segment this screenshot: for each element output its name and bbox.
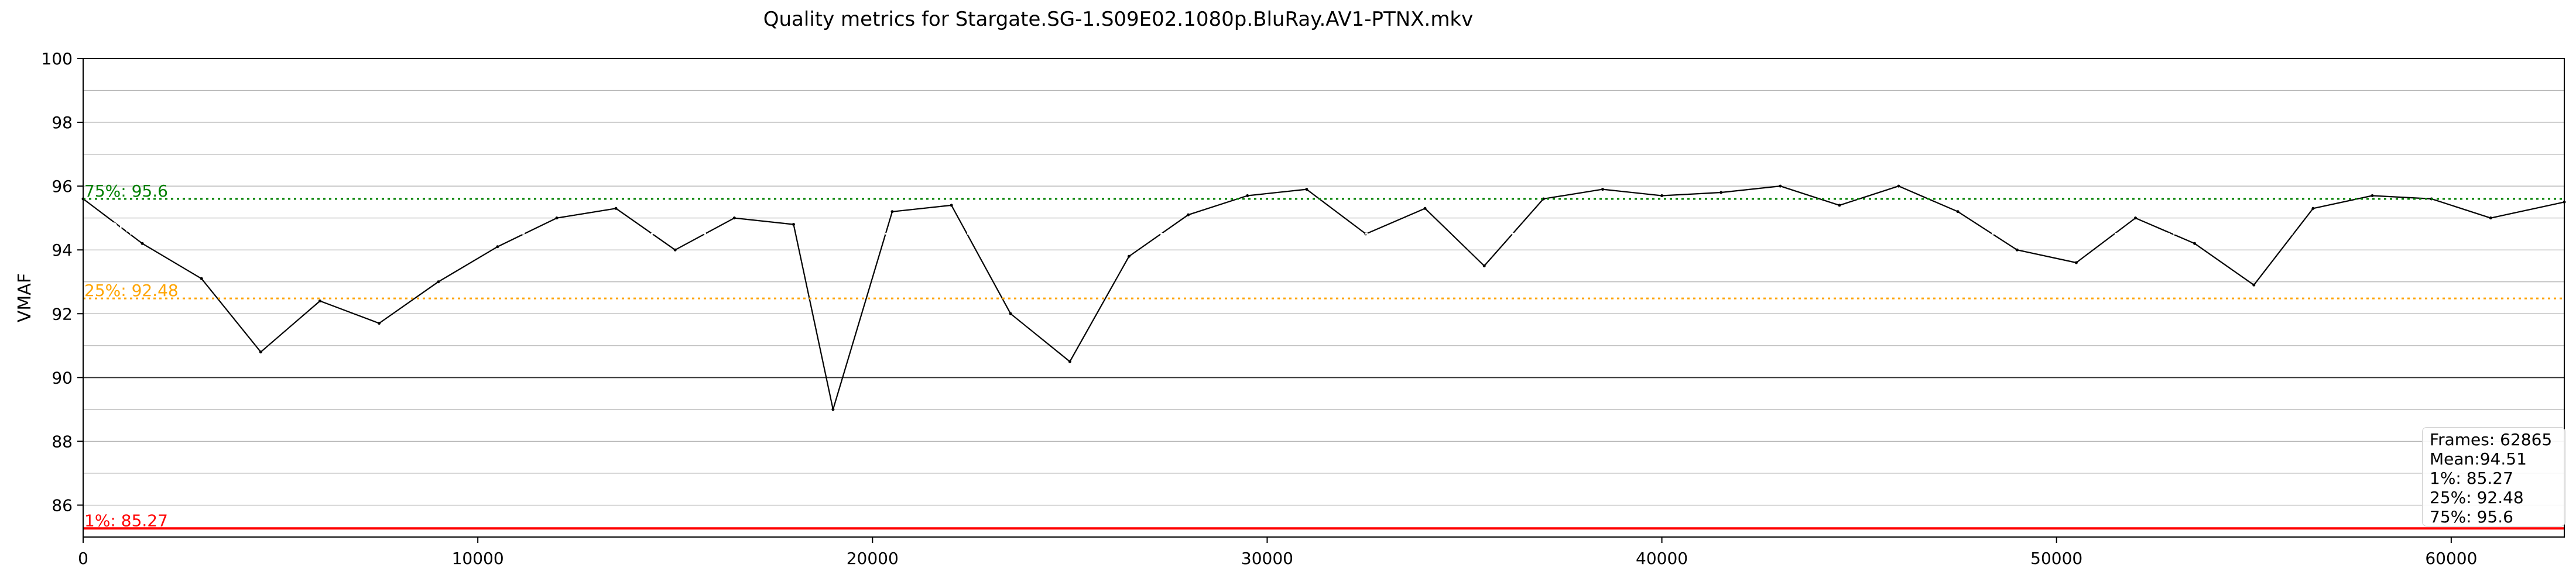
data-point xyxy=(437,280,440,284)
data-point xyxy=(1838,204,1841,207)
data-point xyxy=(890,210,894,214)
data-point xyxy=(2193,242,2197,245)
stats-p25: 25%: 92.48 xyxy=(2430,488,2524,507)
data-point xyxy=(496,245,499,249)
data-point xyxy=(378,322,381,325)
y-tick-label: 100 xyxy=(42,49,73,68)
data-point xyxy=(2371,194,2374,197)
data-point xyxy=(2074,261,2078,264)
data-point xyxy=(1956,210,1960,214)
data-point xyxy=(2252,283,2256,287)
data-point xyxy=(1719,191,1723,194)
stats-frames: Frames: 62865 xyxy=(2430,430,2553,449)
data-point xyxy=(1660,194,1664,197)
x-tick-label: 10000 xyxy=(452,549,504,568)
series-layer xyxy=(81,184,2566,411)
data-point xyxy=(1009,312,1012,315)
data-point xyxy=(2489,216,2492,220)
stats-mean: Mean:94.51 xyxy=(2430,449,2527,469)
reference-line-label: Mean: 94.51 xyxy=(84,216,187,235)
x-tick-label: 40000 xyxy=(1636,549,1688,568)
y-tick-label: 96 xyxy=(52,177,73,196)
data-point xyxy=(1068,360,1071,363)
y-tick-label: 92 xyxy=(52,304,73,324)
data-point xyxy=(950,204,953,207)
data-point xyxy=(831,408,835,411)
x-tick-label: 0 xyxy=(78,549,88,568)
x-tick-label: 60000 xyxy=(2425,549,2477,568)
data-point xyxy=(200,277,203,280)
plot-frame xyxy=(83,58,2565,538)
data-point xyxy=(792,223,795,226)
x-tick-label: 50000 xyxy=(2030,549,2082,568)
data-point xyxy=(1187,213,1190,216)
data-point xyxy=(318,299,321,302)
data-point xyxy=(1305,188,1308,191)
stats-box: Frames: 62865 Mean:94.51 1%: 85.27 25%: … xyxy=(2422,427,2565,526)
x-tick-label: 30000 xyxy=(1241,549,1293,568)
data-point xyxy=(673,248,677,252)
y-tick-label: 94 xyxy=(52,240,73,260)
data-point xyxy=(614,207,618,210)
data-point xyxy=(2134,216,2137,220)
data-point xyxy=(555,216,559,220)
data-point xyxy=(2311,207,2315,210)
data-point xyxy=(141,242,144,245)
y-tick-label: 88 xyxy=(52,432,73,451)
y-tick-label: 86 xyxy=(52,495,73,515)
data-point xyxy=(1423,207,1427,210)
chart-title: Quality metrics for Stargate.SG-1.S09E02… xyxy=(763,8,1474,31)
data-point xyxy=(2015,248,2019,252)
reference-line-label: 25%: 92.48 xyxy=(84,281,179,300)
y-axis-label: VMAF xyxy=(15,273,35,322)
x-tick-label: 20000 xyxy=(847,549,899,568)
data-point xyxy=(1601,188,1604,191)
stats-p1: 1%: 85.27 xyxy=(2430,469,2513,488)
data-point xyxy=(1482,264,1486,267)
data-point xyxy=(1779,184,1782,188)
data-point xyxy=(1897,184,1900,188)
data-point xyxy=(1127,254,1131,258)
stats-p75: 75%: 95.6 xyxy=(2430,507,2513,526)
data-point xyxy=(732,216,736,220)
grid-layer xyxy=(83,58,2564,538)
reference-line-label: 75%: 95.6 xyxy=(84,181,168,201)
y-tick-label: 98 xyxy=(52,113,73,132)
axis-layer: 86 88 90 92 94 96 98 100 0 10000 20000 30000 40000 50… xyxy=(42,49,2478,568)
reference-line-label: 1%: 85.27 xyxy=(84,511,168,530)
data-point xyxy=(1246,194,1249,197)
y-tick-label: 90 xyxy=(52,368,73,387)
data-point xyxy=(259,350,262,354)
